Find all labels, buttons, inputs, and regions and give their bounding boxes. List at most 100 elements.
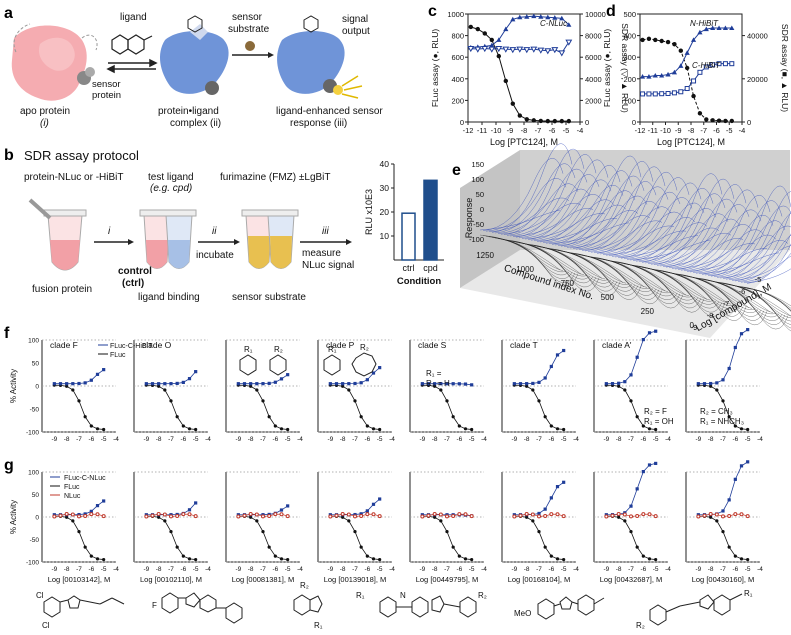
sensor-point [359,512,363,516]
nluc-point [426,513,431,518]
arrow-ii-icon [198,239,240,245]
sensor-point [457,382,461,386]
sensor-point [518,382,523,386]
nluc-point [420,514,425,519]
sensor-point [543,507,547,511]
nluc-point [543,514,548,519]
annot-a2b: R₁ = NHCH₃ [700,417,744,426]
nluc-point [622,512,627,517]
fluc-point [341,384,345,388]
mini-x-tick: -8 [64,566,70,573]
fluc-point [543,545,547,549]
bar-y-tick-label: 20 [380,207,390,217]
panel-b: b SDR assay protocol protein-NLuc or -Hi… [4,147,444,303]
bar-category-label: cpd [423,263,438,273]
response-curve-up [698,252,780,275]
response-curve-up [713,205,791,278]
sensor-point [89,378,93,382]
fluc-point [555,557,560,561]
response-curve-down [725,283,791,329]
nluc-point [524,511,529,516]
sensor-point [470,383,474,387]
mini-y-tick: 100 [28,338,39,345]
fluc-point [562,557,566,562]
struct-label-r1-a: R₁ [314,621,323,630]
fluc-point [451,545,455,549]
sensor-point [641,337,645,342]
fluc-point [739,557,744,561]
fluc-point [445,399,449,403]
fluc-point [635,415,639,419]
nluc-point [52,514,57,519]
response-curve-up [680,209,762,271]
mini-x-label: Log [00449795], M [416,575,479,584]
fluc-point [746,557,750,562]
fluc-point [255,519,259,523]
mini-x-tick: -9 [235,436,241,443]
response-curve-up [566,195,648,248]
fluc-point [249,515,253,519]
bar-y-label: RLU x10E3 [364,189,374,235]
sensor-point [555,353,560,357]
data-point [640,37,645,43]
struct-label-f: F [152,601,157,610]
fluc-point [163,519,167,523]
fluc-point [647,557,652,561]
data-point [552,118,557,124]
sensor-point [629,504,633,508]
fluc-point [629,529,633,534]
sensor-point [328,382,332,386]
series-label-c-nluc: C-NLuc [540,19,567,28]
x-axis-label: Log [PTC124], M [657,137,725,147]
response-tick: 100 [471,175,484,184]
enhanced-label-1: ligand-enhanced sensor [276,106,383,117]
y-tick-label: 1000 [447,10,464,19]
response-curve-up [479,209,561,231]
sensor-point [629,373,633,377]
y-tick-label: 100 [623,96,636,105]
legend-entry: FLuc [64,484,80,491]
response-curve-up [710,185,791,277]
arrow-iii-icon [300,239,352,245]
mini-x-tick: -7 [536,566,542,573]
response-curve-down [578,254,660,300]
sensor-point [267,381,271,385]
fluc-point [255,388,259,392]
data-point [678,48,683,53]
data-point [517,14,523,20]
response-curve-down [683,275,765,321]
fluc-point [433,384,437,388]
response-curve-up [623,202,705,260]
mini-plot: -9 -8 -7 -6 -5 -4 clade A' [593,329,671,443]
fluc-line [146,384,196,430]
fluc-point [721,529,725,534]
fluc-point [71,519,75,523]
fluc-point [463,557,468,561]
mini-x-tick: -8 [616,566,622,573]
annot-a1a: R₂ = F [644,407,667,416]
sensor-protein-label: sensor [92,79,121,90]
x-tick-label: -6 [549,126,556,135]
data-point [503,78,508,84]
complex-label-1: protein•ligand [158,106,219,117]
sensor-point [433,382,437,386]
data-point [523,47,531,54]
mini-x-tick: -8 [524,436,530,443]
sensor-point [279,508,284,512]
plot-frame [467,13,581,123]
response-curve-up [599,192,681,255]
y2-axis-label: SDR assay (■, ▲ RLU) [780,24,790,112]
r2-label-2: R₂ [360,343,369,352]
fluc-point [721,399,725,403]
fluc-point [733,554,737,558]
y2-tick-label: 0 [747,118,751,127]
x-tick-label: -11 [477,126,487,135]
sensor-point [727,498,731,502]
structure-1-icon [43,595,125,618]
fluc-point [194,557,198,562]
mini-x-tick: -5 [193,566,199,573]
fluc-point [641,424,645,428]
enhanced-response-illustration [277,15,363,99]
response-curve-down [599,258,681,304]
